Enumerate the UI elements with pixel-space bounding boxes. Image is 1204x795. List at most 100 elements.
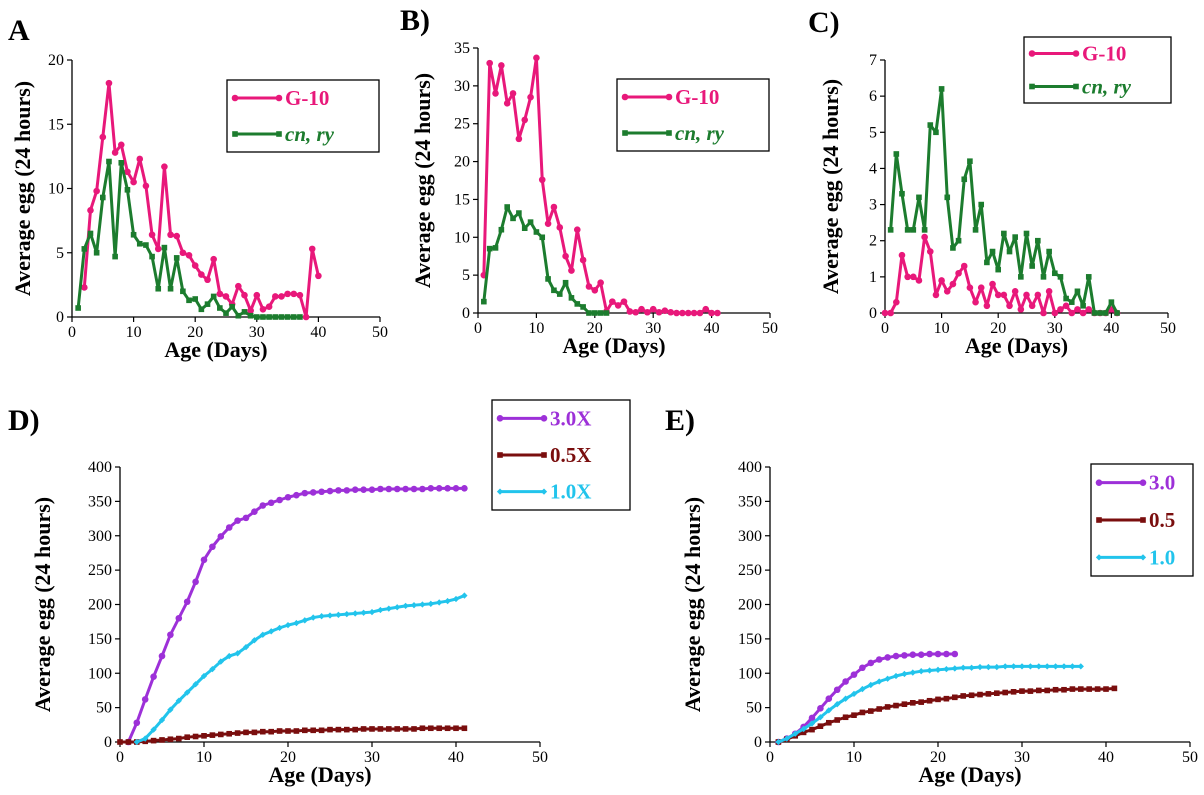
y-tick-label: 30 bbox=[454, 78, 470, 95]
data-point bbox=[927, 122, 934, 128]
data-point bbox=[158, 652, 166, 660]
data-point bbox=[402, 602, 409, 610]
panel-label: A bbox=[8, 14, 30, 47]
data-point bbox=[265, 303, 273, 311]
data-point bbox=[130, 178, 137, 186]
data-point bbox=[204, 276, 211, 284]
data-point bbox=[452, 485, 460, 492]
data-point bbox=[714, 309, 721, 317]
y-tick-label: 100 bbox=[738, 665, 762, 682]
x-tick-label: 30 bbox=[1047, 320, 1063, 337]
x-tick-label: 40 bbox=[448, 749, 464, 766]
data-point bbox=[901, 652, 908, 659]
data-point bbox=[87, 230, 94, 237]
x-tick-label: 50 bbox=[1182, 749, 1198, 766]
data-point bbox=[960, 693, 967, 699]
data-point bbox=[435, 485, 443, 492]
data-point bbox=[968, 664, 975, 671]
data-point bbox=[385, 485, 393, 493]
data-point bbox=[247, 312, 254, 319]
data-point bbox=[242, 514, 250, 522]
y-tick-label: 150 bbox=[88, 631, 112, 648]
data-point bbox=[989, 248, 996, 255]
y-tick-label: 20 bbox=[48, 52, 64, 69]
data-point bbox=[809, 726, 815, 733]
data-point bbox=[302, 313, 310, 321]
data-point bbox=[142, 182, 150, 190]
data-point bbox=[234, 517, 241, 524]
data-point bbox=[278, 314, 285, 320]
x-tick-label: 10 bbox=[126, 324, 142, 341]
data-point bbox=[360, 486, 367, 493]
data-point bbox=[259, 631, 266, 638]
data-point bbox=[266, 314, 272, 320]
data-point bbox=[284, 493, 292, 501]
y-tick-label: 50 bbox=[96, 700, 112, 717]
x-tick-label: 20 bbox=[280, 749, 296, 766]
data-point bbox=[825, 695, 833, 702]
data-point bbox=[368, 486, 376, 493]
data-point bbox=[368, 608, 376, 616]
legend-label: G-10 bbox=[1082, 42, 1126, 66]
data-point bbox=[427, 725, 434, 732]
data-point bbox=[510, 215, 516, 222]
data-point bbox=[884, 654, 891, 661]
chart-panel-c: C) 0 1 2 3 4 5 6 7 0 10 20 30 40 50 Age (Days) Average e… bbox=[808, 6, 1176, 358]
data-point bbox=[926, 667, 933, 674]
data-point bbox=[909, 651, 917, 658]
series-3-0x bbox=[125, 485, 468, 746]
data-point bbox=[539, 234, 546, 241]
data-point bbox=[209, 543, 216, 551]
data-point bbox=[850, 690, 858, 698]
y-tick-label: 400 bbox=[88, 459, 112, 476]
data-point bbox=[1051, 270, 1058, 277]
data-point bbox=[130, 231, 137, 238]
y-tick-label: 300 bbox=[88, 528, 112, 545]
data-point bbox=[167, 285, 174, 292]
data-point bbox=[527, 219, 534, 225]
data-point bbox=[235, 312, 242, 319]
data-point bbox=[284, 314, 291, 320]
x-tick-label: 30 bbox=[645, 320, 661, 337]
x-tick-label: 0 bbox=[474, 320, 482, 337]
data-point bbox=[150, 737, 157, 744]
y-tick-label: 20 bbox=[454, 154, 470, 171]
data-point bbox=[1091, 310, 1098, 316]
data-point bbox=[1023, 291, 1030, 299]
data-point bbox=[1052, 686, 1059, 693]
data-point bbox=[887, 309, 894, 317]
data-point bbox=[492, 245, 499, 251]
data-point bbox=[943, 288, 951, 295]
data-point bbox=[603, 310, 610, 316]
legend-label: 0.5 bbox=[1149, 508, 1175, 532]
data-point bbox=[184, 689, 191, 696]
legend-marker bbox=[666, 130, 672, 136]
data-point bbox=[1012, 234, 1018, 240]
data-point bbox=[944, 194, 951, 201]
legend: 3.0X 0.5X 1.0X bbox=[491, 399, 631, 511]
data-point bbox=[343, 610, 350, 618]
data-point bbox=[1060, 663, 1068, 670]
legend-marker bbox=[496, 488, 504, 495]
data-point bbox=[200, 672, 208, 680]
data-point bbox=[702, 305, 710, 313]
legend-marker bbox=[621, 93, 629, 101]
data-point bbox=[901, 701, 908, 707]
data-point bbox=[834, 717, 841, 723]
data-point bbox=[327, 726, 333, 733]
x-tick-label: 50 bbox=[762, 320, 778, 337]
data-point bbox=[293, 728, 300, 734]
data-point bbox=[427, 485, 435, 492]
data-point bbox=[915, 277, 923, 284]
x-tick-label: 10 bbox=[934, 320, 950, 337]
data-point bbox=[209, 732, 216, 738]
data-point bbox=[1085, 274, 1092, 280]
data-point bbox=[272, 314, 279, 320]
data-point bbox=[977, 691, 983, 698]
data-point bbox=[1018, 663, 1026, 670]
data-point bbox=[516, 210, 522, 216]
data-point bbox=[1019, 688, 1025, 694]
data-point bbox=[411, 726, 417, 732]
data-point bbox=[1006, 302, 1013, 310]
data-point bbox=[136, 155, 144, 163]
